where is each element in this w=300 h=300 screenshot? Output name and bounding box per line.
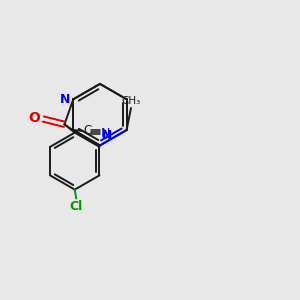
- Text: CH₃: CH₃: [122, 97, 141, 106]
- Text: O: O: [28, 111, 40, 125]
- Text: N: N: [101, 127, 110, 140]
- Text: N: N: [59, 93, 70, 106]
- Text: Cl: Cl: [70, 200, 83, 213]
- Text: C: C: [84, 124, 92, 136]
- Text: N: N: [102, 129, 112, 142]
